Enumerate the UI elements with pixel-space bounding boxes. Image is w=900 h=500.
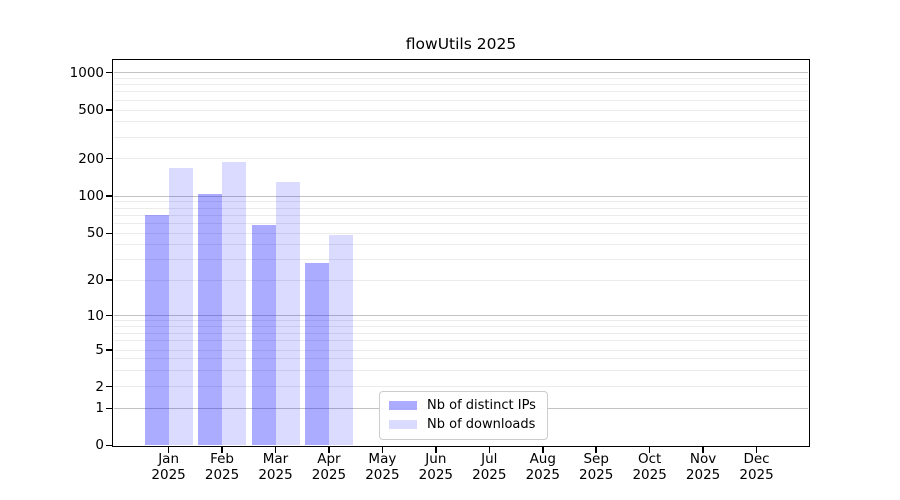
- y-gridline-minor-300: [113, 136, 809, 138]
- x-tick-label-jun: Jun 2025: [418, 451, 454, 483]
- legend-item-downloads: Nb of downloads: [389, 417, 536, 432]
- y-tick-2: [106, 385, 112, 388]
- x-tick-label-feb: Feb 2025: [204, 451, 240, 483]
- x-tick-sep: [595, 447, 597, 453]
- x-tick-oct: [648, 447, 651, 453]
- x-tick-label-may: May 2025: [365, 451, 400, 483]
- bar-downloads-mar: [275, 181, 300, 446]
- y-gridline-major-10: [113, 315, 809, 316]
- y-tick-0: [106, 444, 112, 447]
- x-tick-label-jul: Jul 2025: [472, 451, 507, 483]
- bar-ips-jan: [144, 215, 169, 446]
- y-tick-500: [106, 109, 112, 111]
- x-tick-may: [381, 447, 384, 453]
- x-tick-mar: [274, 447, 277, 453]
- legend: Nb of distinct IPs Nb of downloads: [379, 391, 548, 440]
- y-gridline-minor-2: [113, 386, 809, 388]
- y-gridline-minor-90: [113, 201, 809, 203]
- y-tick-50: [106, 232, 112, 235]
- legend-label-downloads: Nb of downloads: [427, 417, 536, 432]
- y-gridline-minor-6: [113, 340, 809, 342]
- legend-swatch-downloads: [389, 420, 417, 429]
- y-gridline-minor-7: [113, 332, 809, 334]
- y-tick-100: [106, 195, 112, 197]
- y-gridline-minor-900: [113, 77, 809, 79]
- y-gridline-minor-20: [113, 279, 809, 281]
- y-tick-label-50: 50: [86, 225, 104, 242]
- x-tick-nov: [702, 447, 704, 453]
- y-gridline-minor-8: [113, 326, 809, 328]
- x-tick-jul: [488, 447, 491, 453]
- x-tick-label-apr: Apr 2025: [311, 451, 347, 483]
- y-gridline-major-100: [113, 195, 809, 197]
- y-tick-label-0: 0: [95, 437, 104, 454]
- y-tick-1: [106, 407, 112, 410]
- y-gridline-major-1000: [113, 72, 809, 74]
- bar-ips-apr: [304, 262, 329, 446]
- y-tick-label-500: 500: [78, 102, 104, 118]
- chart-title: flowUtils 2025: [405, 35, 517, 53]
- y-gridline-minor-70: [113, 214, 809, 216]
- y-gridline-minor-30: [113, 258, 809, 260]
- x-tick-label-nov: Nov 2025: [685, 451, 721, 483]
- y-tick-20: [106, 279, 112, 281]
- x-tick-label-sep: Sep 2025: [579, 451, 614, 483]
- y-gridline-minor-400: [113, 121, 809, 123]
- bar-downloads-apr: [328, 235, 353, 446]
- y-tick-1000: [106, 71, 112, 74]
- plot-frame: [112, 59, 810, 447]
- y-tick-10: [106, 314, 112, 317]
- x-tick-label-aug: Aug 2025: [525, 451, 560, 483]
- y-tick-label-1: 1: [95, 400, 104, 417]
- x-tick-jan: [167, 447, 170, 453]
- y-gridline-minor-9: [113, 320, 809, 322]
- y-gridline-minor-700: [113, 91, 809, 93]
- x-tick-jun: [435, 447, 437, 453]
- y-gridline-minor-4: [113, 358, 809, 360]
- y-tick-label-20: 20: [86, 272, 104, 288]
- x-tick-feb: [221, 447, 223, 453]
- bar-downloads-feb: [222, 161, 247, 446]
- y-tick-200: [106, 157, 112, 160]
- x-tick-label-mar: Mar 2025: [258, 451, 293, 483]
- y-tick-label-10: 10: [86, 307, 104, 324]
- x-tick-dec: [755, 447, 758, 453]
- x-tick-aug: [541, 447, 544, 453]
- bar-downloads-jan: [168, 168, 193, 446]
- y-tick-5: [106, 349, 112, 351]
- y-gridline-minor-50: [113, 232, 809, 234]
- y-tick-label-200: 200: [78, 150, 104, 167]
- legend-label-distinct-ips: Nb of distinct IPs: [427, 398, 536, 413]
- bar-ips-mar: [251, 225, 276, 446]
- y-tick-label-5: 5: [95, 342, 104, 358]
- y-gridline-minor-5: [113, 349, 809, 351]
- y-gridline-minor-60: [113, 222, 809, 224]
- y-tick-label-1000: 1000: [69, 64, 104, 81]
- x-tick-apr: [328, 447, 330, 453]
- y-gridline-minor-80: [113, 207, 809, 209]
- y-gridline-minor-200: [113, 158, 809, 160]
- x-tick-label-jan: Jan 2025: [151, 451, 186, 483]
- y-gridline-minor-800: [113, 84, 809, 86]
- legend-item-distinct-ips: Nb of distinct IPs: [389, 398, 536, 413]
- y-gridline-minor-40: [113, 244, 809, 246]
- legend-swatch-distinct-ips: [389, 401, 417, 410]
- y-gridline-minor-600: [113, 99, 809, 101]
- x-tick-label-oct: Oct 2025: [632, 451, 667, 483]
- y-gridline-minor-500: [113, 109, 809, 111]
- bar-ips-feb: [198, 193, 223, 446]
- y-gridline-minor-3: [113, 369, 809, 371]
- y-tick-label-100: 100: [78, 188, 104, 204]
- y-tick-label-2: 2: [95, 378, 104, 395]
- x-tick-label-dec: Dec 2025: [739, 451, 774, 483]
